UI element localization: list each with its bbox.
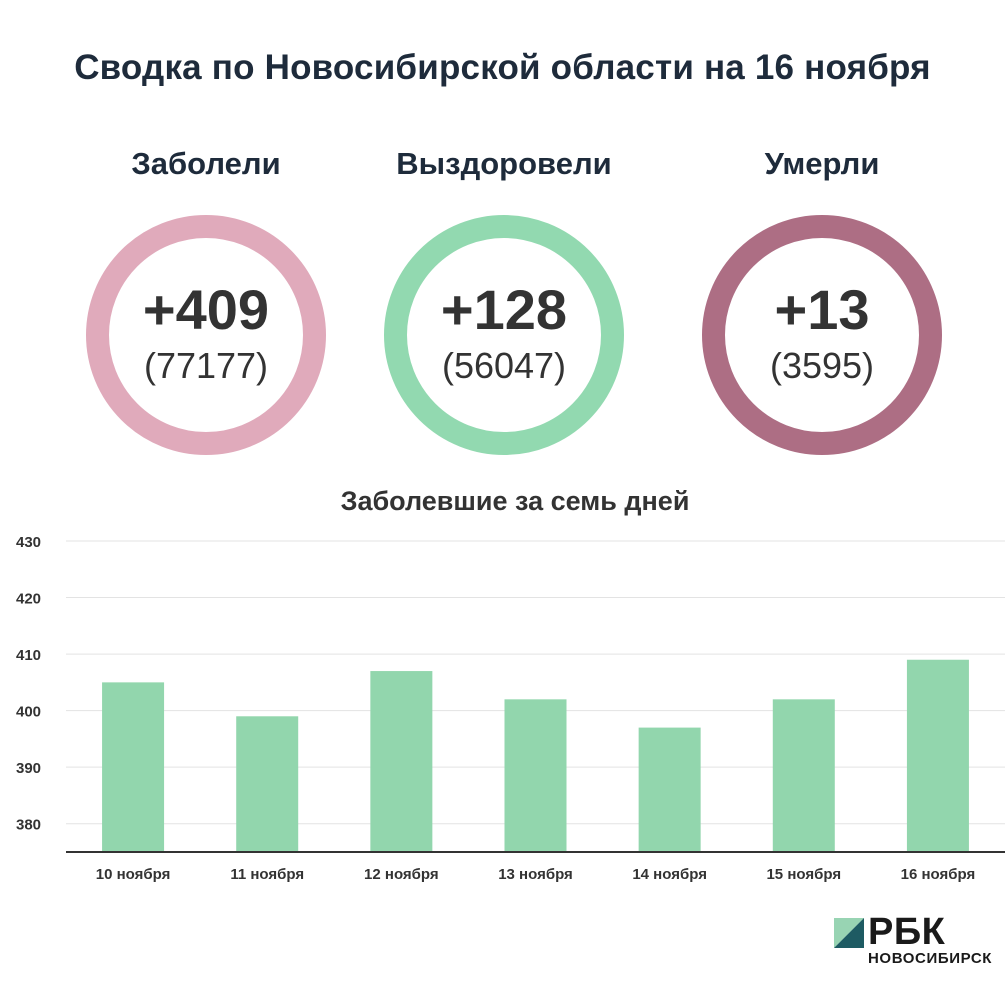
logo-city: НОВОСИБИРСК — [868, 950, 993, 967]
x-tick-label: 12 ноября — [364, 866, 439, 883]
y-tick-label: 390 — [16, 760, 41, 777]
rbc-logo: РБК НОВОСИБИРСК — [834, 911, 999, 970]
bar — [236, 716, 299, 852]
stat-label: Заболели — [131, 146, 281, 181]
rbc-logo-icon — [834, 918, 864, 948]
stat-delta: +128 — [440, 278, 568, 341]
stat-label: Выздоровели — [396, 146, 612, 181]
bar — [906, 659, 969, 852]
stat-ring: +13 (3595) — [702, 215, 942, 455]
chart-title: Заболевшие за семь дней — [340, 486, 690, 516]
stat-ring: +409 (77177) — [86, 215, 326, 455]
page-title: Сводка по Новосибирской области на 16 но… — [74, 48, 931, 87]
bar — [638, 727, 701, 852]
x-tick-label: 16 ноября — [901, 866, 976, 883]
logo-wordmark: РБК — [868, 911, 946, 953]
stat-infected: Заболели +409 (77177) — [56, 0, 356, 470]
stat-ring: +128 (56047) — [384, 215, 624, 455]
bar — [370, 671, 433, 852]
x-tick-label: 13 ноября — [498, 866, 573, 883]
bar — [772, 699, 835, 852]
bar-chart: 380 390 400 410 420 430 10 ноября 11 ноября 12 н… — [16, 534, 1005, 883]
stat-total: (3595) — [769, 345, 875, 386]
stat-label: Умерли — [764, 146, 880, 181]
x-tick-label: 14 ноября — [632, 866, 707, 883]
y-tick-label: 420 — [16, 591, 41, 608]
stat-total: (56047) — [441, 345, 567, 386]
x-tick-label: 11 ноября — [230, 866, 304, 883]
y-tick-label: 380 — [16, 817, 41, 834]
bar — [102, 682, 165, 852]
y-tick-label: 410 — [16, 647, 41, 664]
stat-delta: +409 — [142, 278, 270, 341]
x-tick-label: 15 ноября — [766, 866, 841, 883]
bar — [504, 699, 567, 852]
stat-deaths: Умерли +13 (3595) — [672, 0, 972, 470]
stat-delta: +13 — [774, 278, 870, 341]
y-tick-label: 430 — [16, 534, 41, 551]
stat-total: (77177) — [143, 345, 269, 386]
x-tick-label: 10 ноября — [96, 866, 171, 883]
y-tick-label: 400 — [16, 704, 41, 721]
stat-recovered: Выздоровели +128 (56047) — [354, 0, 654, 470]
